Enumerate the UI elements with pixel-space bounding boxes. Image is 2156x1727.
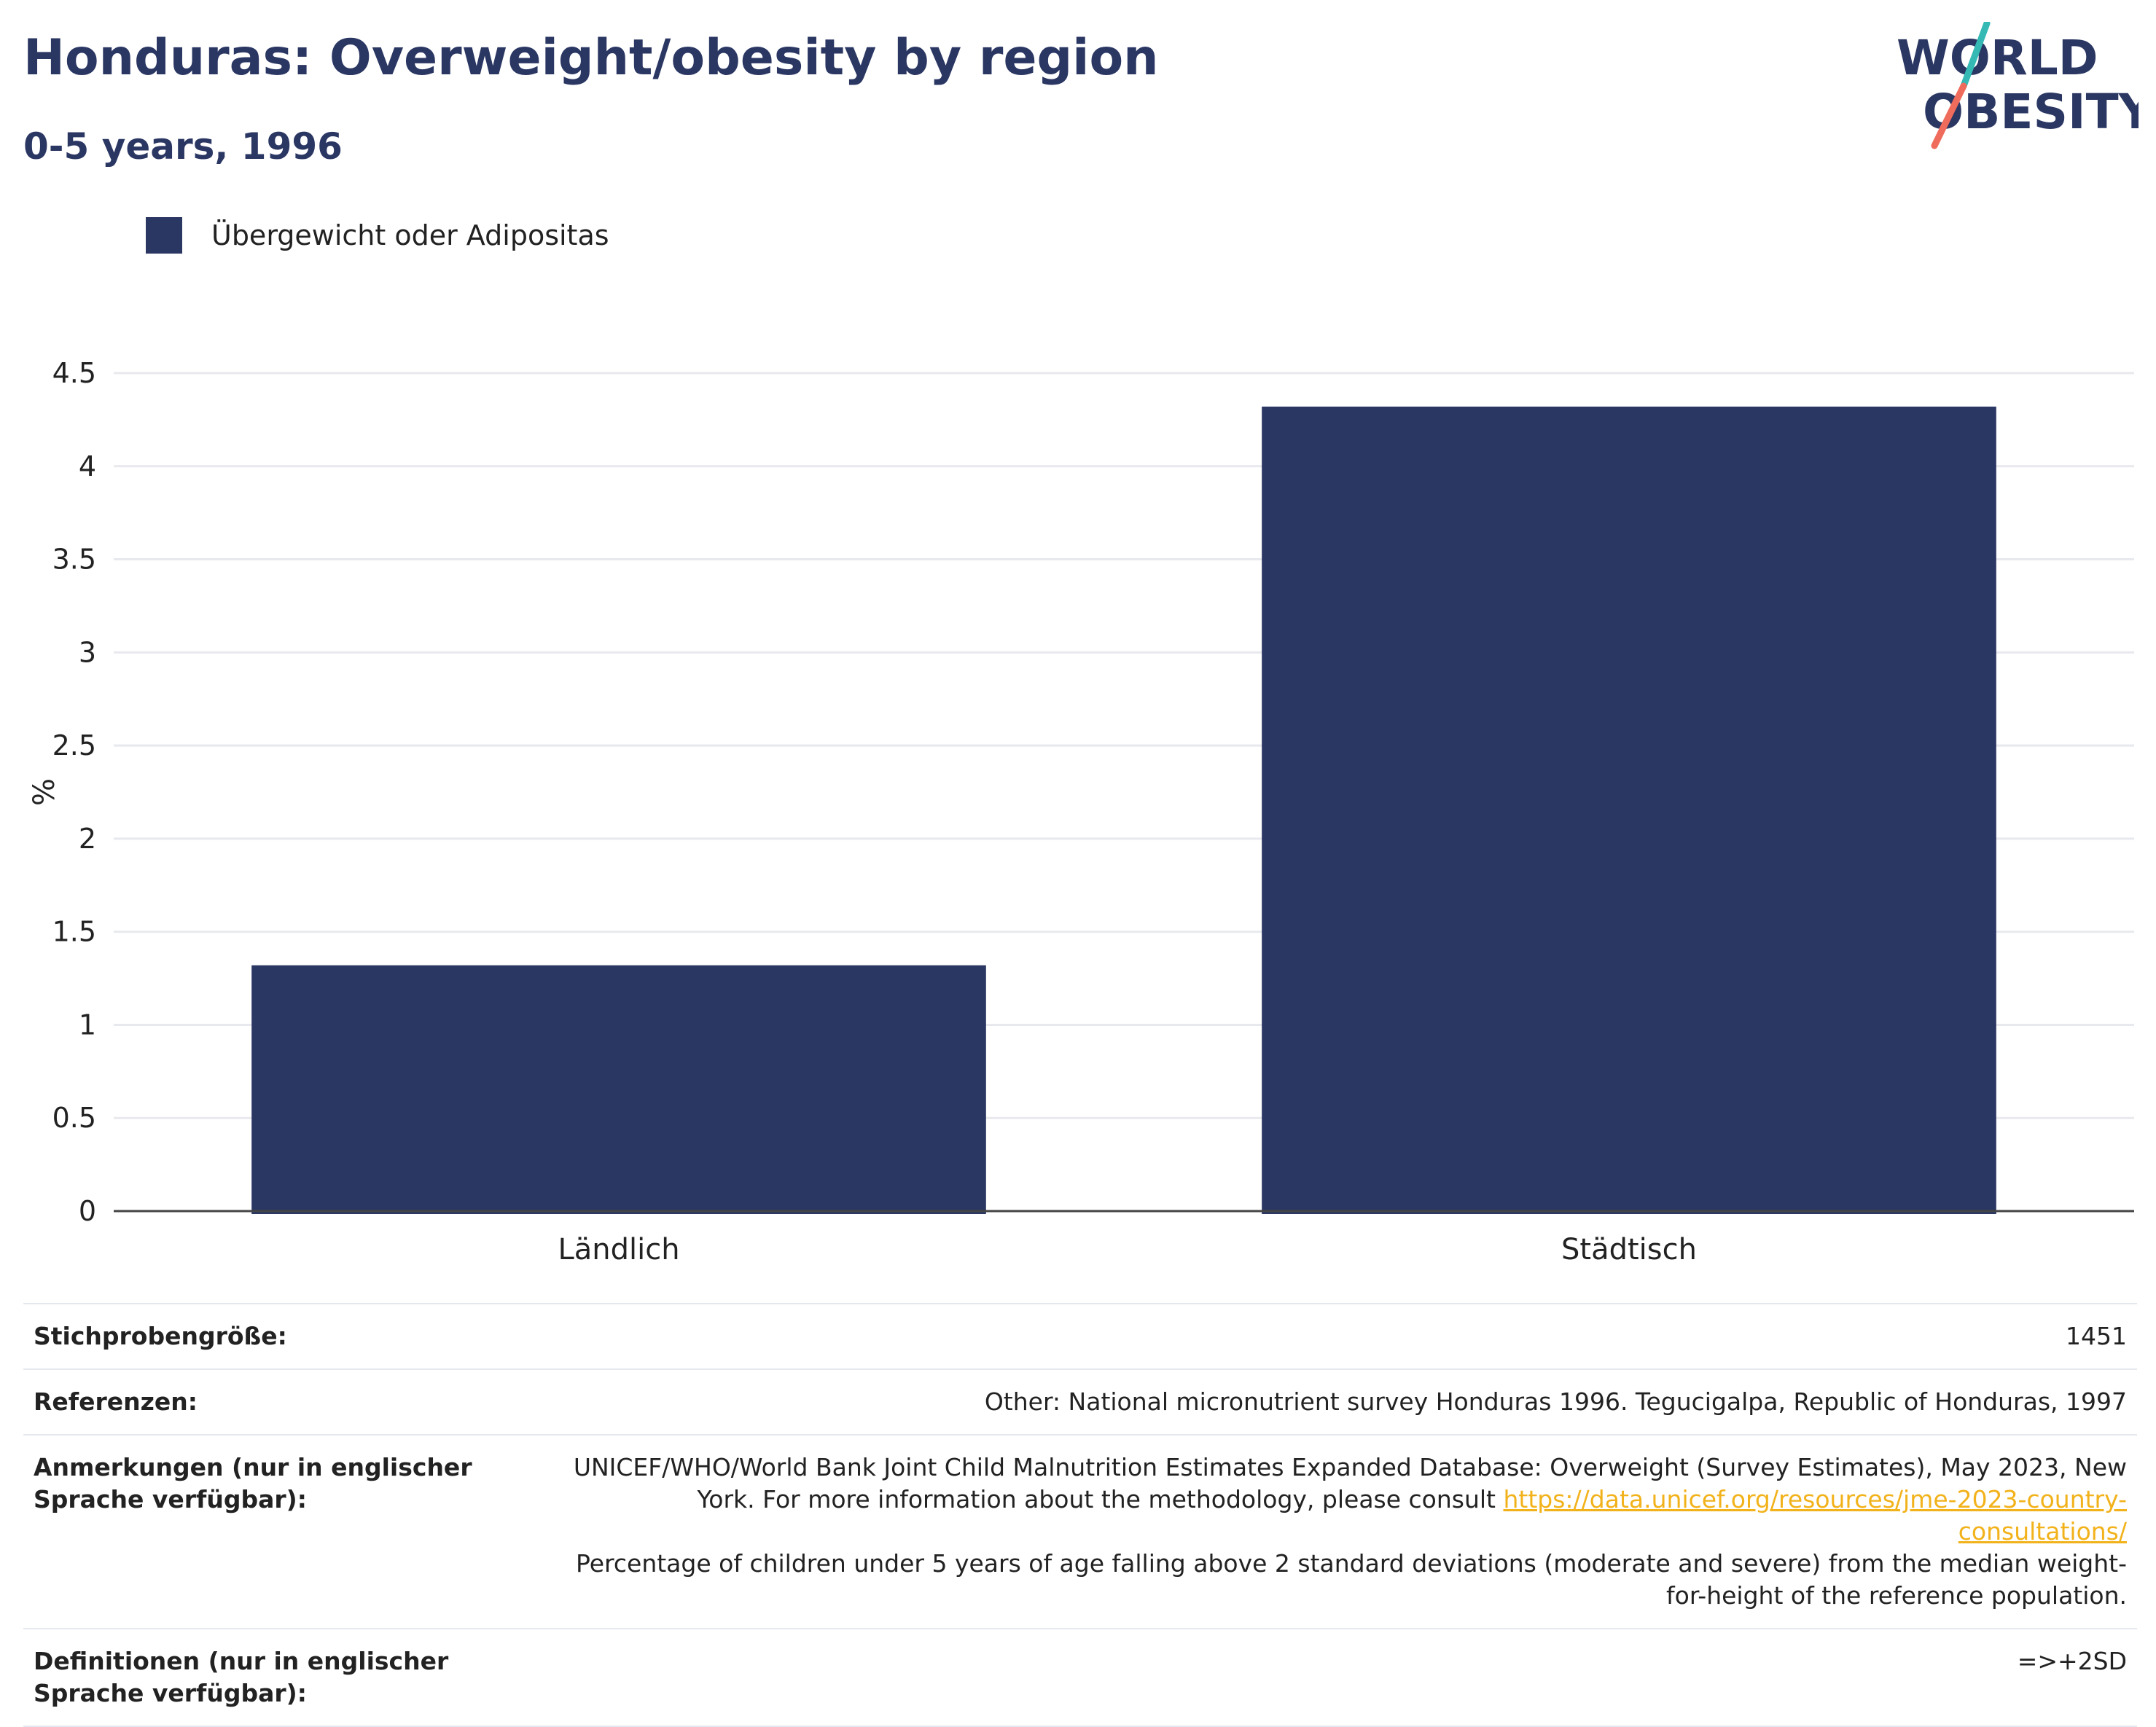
bar bbox=[1262, 407, 1996, 1214]
definitions-label: Definitionen (nur in englischer Sprache … bbox=[23, 1628, 558, 1727]
y-tick-label: 3.5 bbox=[52, 544, 96, 576]
logo-slash-bottom bbox=[1931, 82, 1967, 149]
bar bbox=[251, 965, 986, 1214]
info-row-references: Referenzen: Other: National micronutrien… bbox=[23, 1368, 2137, 1436]
legend[interactable]: Übergewicht oder Adipositas bbox=[146, 217, 609, 254]
y-tick-label: 1 bbox=[79, 1009, 96, 1041]
logo-line-1: WORLD bbox=[1897, 30, 2098, 86]
y-tick-label: 0 bbox=[79, 1195, 96, 1227]
logo-line-2: OBESITY bbox=[1923, 84, 2139, 140]
info-row-definitions: Definitionen (nur in englischer Sprache … bbox=[23, 1628, 2137, 1727]
info-row-notes: Anmerkungen (nur in englischer Sprache v… bbox=[23, 1434, 2137, 1629]
y-tick-label: 1.5 bbox=[52, 916, 96, 948]
notes-text-2: Percentage of children under 5 years of … bbox=[576, 1549, 2127, 1610]
chart-subtitle: 0-5 years, 1996 bbox=[23, 125, 343, 168]
definitions-value: =>+2SD bbox=[558, 1628, 2137, 1727]
sample-label: Stichprobengröße: bbox=[23, 1303, 558, 1370]
bar-chart: 0 0.5 1 1.5 2 2.5 3 3.5 4 4.5% Ländlich Städtisch bbox=[28, 357, 2134, 1266]
notes-label: Anmerkungen (nur in englischer Sprache v… bbox=[23, 1434, 558, 1629]
notes-value: UNICEF/WHO/World Bank Joint Child Malnut… bbox=[558, 1434, 2137, 1629]
logo-slash-top bbox=[1960, 22, 1991, 90]
y-tick-label: 4 bbox=[79, 450, 96, 482]
references-label: Referenzen: bbox=[23, 1368, 558, 1436]
methodology-link[interactable]: https://data.unicef.org/resources/jme-20… bbox=[1503, 1485, 2128, 1546]
y-tick-label: 4.5 bbox=[52, 357, 96, 389]
legend-label: Übergewicht oder Adipositas bbox=[211, 219, 609, 251]
y-axis-label: % bbox=[28, 778, 61, 806]
y-tick-label: 0.5 bbox=[52, 1102, 96, 1134]
x-tick-label: Städtisch bbox=[1561, 1233, 1697, 1266]
info-row-sample: Stichprobengröße: 1451 bbox=[23, 1303, 2137, 1370]
chart-title: Honduras: Overweight/obesity by region bbox=[23, 29, 1159, 87]
world-obesity-logo: WORLD OBESITY bbox=[1897, 22, 2139, 149]
references-value: Other: National micronutrient survey Hon… bbox=[558, 1368, 2137, 1436]
info-table: Stichprobengröße: 1451 Referenzen: Other… bbox=[23, 1303, 2137, 1727]
sample-value: 1451 bbox=[558, 1303, 2137, 1370]
x-tick-label: Ländlich bbox=[558, 1233, 679, 1266]
y-tick-label: 3 bbox=[79, 636, 96, 668]
y-tick-label: 2 bbox=[79, 823, 96, 855]
notes-text-1: UNICEF/WHO/World Bank Joint Child Malnut… bbox=[573, 1453, 2127, 1513]
legend-swatch bbox=[146, 217, 182, 254]
y-tick-label: 2.5 bbox=[52, 729, 96, 761]
